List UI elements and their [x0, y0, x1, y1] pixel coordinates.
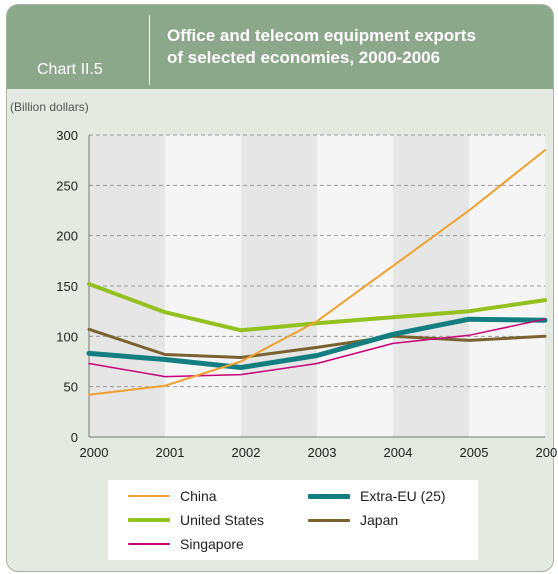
chart-title-line-2: of selected economies, 2000-2006 — [167, 48, 441, 67]
legend-swatch-united-states — [128, 518, 170, 522]
chart-legend: China Extra-EU (25) United States Japan … — [108, 480, 478, 560]
x-tick-label-2006: 2006 — [536, 445, 558, 460]
legend-item-japan: Japan — [308, 512, 398, 528]
chart-title-line-1: Office and telecom equipment exports — [167, 26, 476, 45]
legend-item-extra-eu: Extra-EU (25) — [308, 488, 446, 504]
y-tick-label-300: 300 — [56, 128, 78, 143]
x-tick-label-2001: 2001 — [156, 445, 185, 460]
series-line-japan — [87, 327, 547, 359]
series-line-extra-eu-25 — [86, 316, 548, 370]
line-chart: 0 50 100 150 200 250 300 2000 2001 2002 2003 2004 20… — [56, 128, 558, 460]
chart-title: Office and telecom equipment exports of … — [167, 25, 547, 69]
x-tick-label-2005: 2005 — [460, 445, 489, 460]
header-divider — [149, 15, 150, 85]
legend-item-china: China — [128, 488, 217, 504]
y-tick-label-0: 0 — [71, 430, 78, 445]
legend-label-japan: Japan — [360, 512, 399, 528]
legend-swatch-singapore — [128, 543, 170, 545]
x-tick-label-2004: 2004 — [384, 445, 413, 460]
legend-label-extra-eu: Extra-EU (25) — [360, 488, 446, 504]
y-tick-label-250: 250 — [56, 178, 78, 193]
unit-label: (Billion dollars) — [10, 100, 89, 114]
legend-label-singapore: Singapore — [180, 536, 244, 552]
legend-swatch-china — [128, 495, 170, 497]
legend-item-united-states: United States — [128, 512, 264, 528]
chart-number-label: Chart II.5 — [37, 61, 103, 78]
y-tick-label-50: 50 — [64, 380, 78, 395]
legend-label-china: China — [180, 488, 217, 504]
y-tick-label-200: 200 — [56, 229, 78, 244]
legend-swatch-extra-eu — [308, 493, 350, 499]
y-tick-label-150: 150 — [56, 279, 78, 294]
y-tick-label-100: 100 — [56, 329, 78, 344]
x-tick-label-2002: 2002 — [232, 445, 261, 460]
legend-swatch-japan — [308, 518, 350, 522]
x-tick-label-2003: 2003 — [308, 445, 337, 460]
legend-item-singapore: Singapore — [128, 536, 244, 552]
series-line-united-states — [87, 282, 547, 333]
series-line-singapore — [88, 318, 546, 378]
x-tick-label-2000: 2000 — [80, 445, 109, 460]
series-line-china — [88, 149, 546, 396]
legend-label-united-states: United States — [180, 512, 265, 528]
chart-header: Chart II.5 Office and telecom equipment … — [7, 5, 553, 89]
